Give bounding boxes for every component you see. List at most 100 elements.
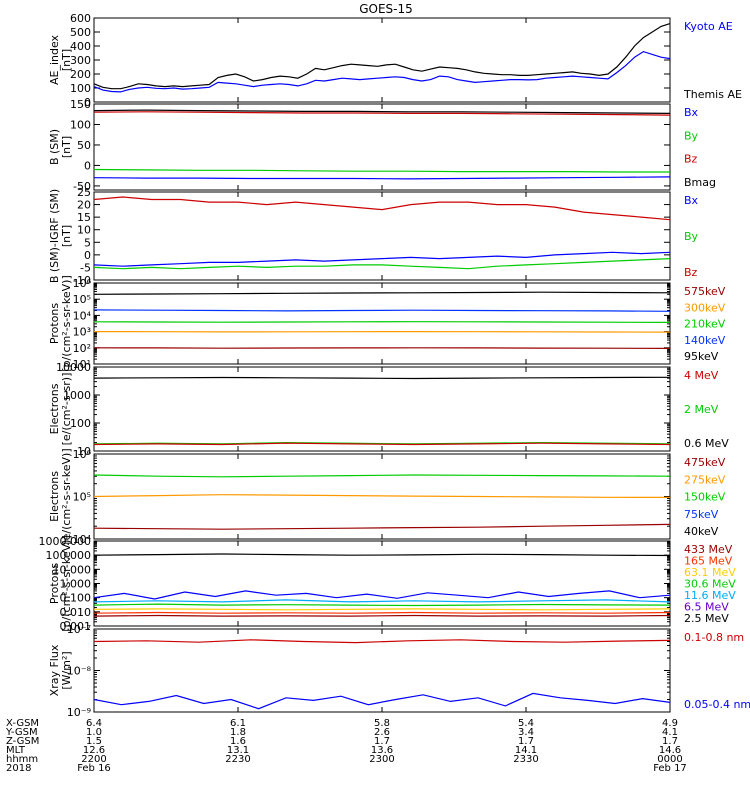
y-tick-label: 10⁴ xyxy=(73,309,92,322)
y-tick-label: 0 xyxy=(84,159,91,172)
x-axis-row-label: 2018 xyxy=(6,763,31,774)
y-tick-label: 100 xyxy=(70,118,91,131)
y-tick-label: 300 xyxy=(70,54,91,67)
y-axis-label: Protons[p/(cm²-s-sr-keV)] xyxy=(48,535,73,632)
y-tick-label: 10⁵ xyxy=(73,491,91,504)
x-axis-value: Feb 16 xyxy=(77,763,111,774)
series-by xyxy=(93,168,670,173)
y-axis-label-line: [nT] xyxy=(60,136,73,158)
y-tick-label: -50 xyxy=(73,180,91,193)
series-2-5-mev xyxy=(93,553,671,557)
y-axis-label-line: Electrons xyxy=(48,471,61,522)
y-tick-label: 10¹ xyxy=(73,358,91,371)
series-themis-ae xyxy=(93,23,671,90)
panel-frame xyxy=(93,453,671,540)
legend-item: Bx xyxy=(684,194,699,207)
series-63-1-mev xyxy=(93,608,671,611)
series-4-mev xyxy=(93,442,671,446)
x-axis-value: 1.6 xyxy=(230,736,246,747)
y-tick-label: -10 xyxy=(73,274,91,287)
legend-item: 30.6 MeV xyxy=(684,578,736,591)
y-axis-label-line: [p/(cm²-s-sr-keV)] xyxy=(60,275,73,372)
legend-item: 140keV xyxy=(684,334,726,347)
y-tick-label: 600 xyxy=(70,12,91,25)
series-by xyxy=(93,258,671,270)
legend-item: 40keV xyxy=(684,525,719,538)
y-tick-label: 1.000 xyxy=(60,578,92,591)
y-axis-label: Electrons[e/(cm²-s-sr)] xyxy=(48,373,73,446)
y-axis-label: B (SM)[nT] xyxy=(48,129,73,165)
y-tick-label: 5 xyxy=(84,236,91,249)
x-axis-value: 2.6 xyxy=(374,727,390,738)
legend-item: 63.1 MeV xyxy=(684,566,736,579)
y-tick-label: 0.010 xyxy=(60,606,92,619)
y-axis-label: Xray Flux[W/m²] xyxy=(48,644,73,696)
panel-frame xyxy=(93,366,671,452)
legend-item: 95keV xyxy=(684,350,719,363)
y-axis-label-line: Protons xyxy=(48,303,61,344)
series-bx xyxy=(93,176,671,180)
y-tick-label: 200 xyxy=(70,68,91,81)
y-axis-label-line: [e/(cm²-s-sr)] xyxy=(60,373,73,446)
x-axis-value: 2330 xyxy=(513,754,538,765)
legend-item: 475keV xyxy=(684,456,726,469)
y-axis-label-line: Xray Flux xyxy=(48,644,61,696)
y-tick-label: 15 xyxy=(77,211,91,224)
y-tick-label: 10² xyxy=(73,342,91,355)
x-axis-value: 4.1 xyxy=(662,727,678,738)
series-11-6-mev xyxy=(93,599,671,603)
y-axis-label-line: [W/m²] xyxy=(60,651,73,689)
x-axis-value: 13.1 xyxy=(227,745,249,756)
x-axis-value: 2200 xyxy=(81,754,106,765)
x-axis-row-label: Z-GSM xyxy=(6,736,39,747)
x-axis-value: 12.6 xyxy=(83,745,105,756)
x-axis-value: 14.1 xyxy=(515,745,537,756)
y-tick-label: 10⁶ xyxy=(73,277,92,290)
x-axis-value: 3.4 xyxy=(518,727,534,738)
legend-item: Bz xyxy=(684,266,698,279)
x-axis-value: 2300 xyxy=(369,754,394,765)
y-tick-label: 150 xyxy=(70,98,91,111)
y-tick-label: 500 xyxy=(70,26,91,39)
series-6-5-mev xyxy=(93,590,671,600)
legend-item: 150keV xyxy=(684,491,726,504)
y-axis-label: AE_index[nT] xyxy=(48,34,73,85)
y-axis-label-line: B (SM) xyxy=(48,129,61,165)
y-tick-label: 50 xyxy=(77,139,91,152)
y-axis-label-line: [nT] xyxy=(60,49,73,71)
y-tick-label: 1000 xyxy=(63,389,91,402)
y-tick-label: 10⁶ xyxy=(73,448,92,461)
y-tick-label: 10⁴ xyxy=(73,533,92,546)
x-axis-row-label: hhmm xyxy=(6,754,38,765)
x-axis-value: Feb 17 xyxy=(653,763,687,774)
series-0-6-mev xyxy=(93,376,671,380)
y-tick-label: -5 xyxy=(80,261,91,274)
y-axis-label-line: [p/(cm²-s-sr-keV)] xyxy=(60,535,73,632)
y-tick-label: 10 xyxy=(77,445,91,458)
panel-frame xyxy=(93,282,671,365)
x-axis-value: 6.4 xyxy=(86,718,102,729)
panel-5: 10000 1000 100 10 Electrons[e/(cm²-s-sr)] 4 M… xyxy=(48,361,729,458)
legend-item: Themis AE xyxy=(683,88,742,101)
legend-item: 0.05-0.4 nm xyxy=(684,698,750,711)
y-tick-label: 0.100 xyxy=(60,592,92,605)
y-tick-label: 1000.000 xyxy=(39,535,92,548)
legend-item: 2.5 MeV xyxy=(684,612,729,625)
x-axis-row-label: Y-GSM xyxy=(5,727,38,738)
y-tick-label: 400 xyxy=(70,40,91,53)
x-axis-row-label: MLT xyxy=(6,745,26,756)
y-tick-label: 0 xyxy=(84,96,91,109)
y-tick-label: 100.000 xyxy=(46,549,92,562)
x-axis-row-label: X-GSM xyxy=(6,718,39,729)
legend-item: 11.6 MeV xyxy=(684,589,736,602)
y-axis-label: Electrons[e/(cm²-s-sr-keV)] xyxy=(48,448,73,544)
y-axis-label-line: Electrons xyxy=(48,383,61,434)
x-axis-value: 1.7 xyxy=(374,736,390,747)
y-tick-label: 0.001 xyxy=(60,620,92,633)
y-tick-label: 100 xyxy=(70,417,91,430)
legend-item: 433 MeV xyxy=(684,543,733,556)
legend-item: 75keV xyxy=(684,508,719,521)
series-475kev xyxy=(93,523,671,530)
